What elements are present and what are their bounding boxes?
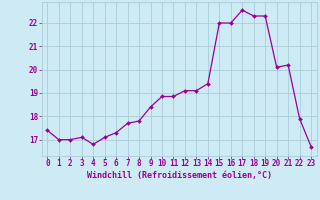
X-axis label: Windchill (Refroidissement éolien,°C): Windchill (Refroidissement éolien,°C) — [87, 171, 272, 180]
